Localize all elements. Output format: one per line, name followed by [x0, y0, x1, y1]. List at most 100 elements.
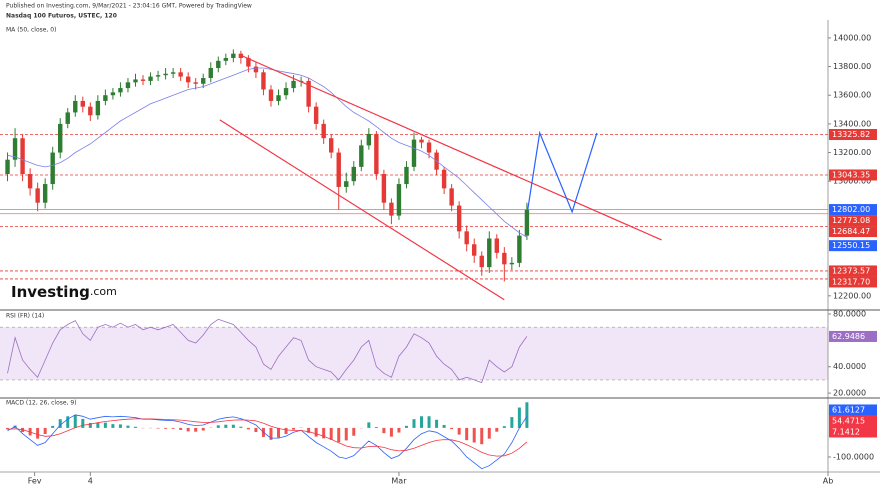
- histogram-bar: [510, 417, 514, 428]
- tag-box: [829, 276, 877, 288]
- candle-body: [118, 88, 123, 93]
- candle-body: [336, 152, 341, 187]
- histogram-bar: [231, 424, 235, 428]
- tag-box: [829, 226, 877, 238]
- histogram-bar: [525, 402, 529, 428]
- histogram-bar: [36, 427, 40, 439]
- price-tag: 61.6127: [829, 404, 877, 416]
- candle-body: [472, 244, 477, 256]
- candle-body: [246, 57, 251, 67]
- candle-body: [110, 92, 116, 96]
- candle-body: [404, 166, 409, 185]
- published-note: Published on Investing.com, 9/Mar/2021 -…: [6, 3, 252, 10]
- trend-drawing: [527, 130, 598, 214]
- histogram-bar: [502, 426, 506, 428]
- histogram-bar: [51, 425, 55, 428]
- candle-body: [359, 145, 364, 167]
- histogram-bar: [307, 427, 311, 433]
- tag-box: [829, 215, 877, 227]
- y-tick-label: 13000.00: [833, 177, 871, 186]
- candle-body: [509, 262, 515, 265]
- histogram-bar: [344, 427, 348, 441]
- price-tag: 12802.00: [829, 204, 877, 216]
- candle-body: [396, 184, 402, 216]
- histogram-bar: [73, 415, 77, 428]
- tag-label: 13043.35: [832, 170, 870, 179]
- candle-body: [201, 78, 206, 84]
- candle-body: [163, 73, 168, 76]
- histogram-bar: [517, 407, 521, 428]
- histogram-bar: [239, 426, 243, 428]
- moving-average: [7, 67, 528, 238]
- trend-drawing: [239, 54, 662, 241]
- tag-box: [829, 404, 877, 416]
- histogram-bar: [427, 416, 431, 428]
- y-tick-label: 13800.00: [833, 62, 871, 71]
- tag-label: 12317.70: [832, 277, 870, 286]
- x-tick-label: Fev: [28, 477, 42, 486]
- tag-label: 12802.00: [832, 205, 870, 214]
- histogram-bar: [179, 427, 183, 430]
- tag-label: 61.6127: [832, 405, 865, 414]
- tag-box: [829, 265, 877, 277]
- tag-label: 12550.15: [832, 241, 870, 250]
- histogram-bar: [126, 425, 130, 428]
- candle-body: [268, 89, 274, 101]
- candle-body: [479, 255, 484, 268]
- tag-label: 12684.47: [832, 227, 870, 236]
- candle-body: [170, 72, 176, 74]
- tag-label: 12373.57: [832, 266, 870, 275]
- histogram-bar: [201, 427, 205, 431]
- histogram-bar: [435, 419, 439, 428]
- candle-body: [50, 152, 55, 185]
- candle-body: [261, 72, 266, 90]
- histogram-bar: [450, 427, 454, 430]
- indicator-label: MACD (12, 26, close, 9): [6, 400, 77, 407]
- candle-body: [426, 142, 432, 153]
- y-tick-label: -100.0000: [833, 453, 874, 462]
- candle-body: [344, 181, 349, 187]
- histogram-bar: [111, 424, 115, 428]
- candle-body: [12, 138, 18, 160]
- histogram-bar: [269, 427, 273, 440]
- candle-body: [411, 139, 417, 167]
- candle-body: [329, 138, 334, 153]
- candle-body: [95, 100, 101, 116]
- candle-body: [140, 79, 146, 81]
- layer: [0, 49, 828, 470]
- candle-body: [155, 75, 161, 77]
- price-tag: 13043.35: [829, 169, 877, 181]
- price-tag: 54.4715: [829, 415, 877, 427]
- candle-body: [321, 123, 326, 139]
- y-tick-label: 14000.00: [833, 33, 871, 42]
- histogram-bar: [382, 427, 386, 434]
- candle-body: [389, 202, 394, 216]
- candle-body: [223, 57, 229, 61]
- histogram-bar: [495, 427, 499, 432]
- histogram-bar: [58, 419, 62, 428]
- histogram-bar: [472, 427, 476, 443]
- histogram-bar: [43, 427, 47, 435]
- price-tag: 62.9486: [829, 330, 877, 342]
- candle-body: [291, 80, 296, 89]
- y-tick-label: 80.0000: [833, 309, 866, 318]
- histogram-bar: [133, 426, 137, 428]
- candle-body: [5, 159, 10, 175]
- y-tick-label: 40.0000: [833, 362, 866, 371]
- tag-label: 12773.08: [832, 216, 870, 225]
- histogram-bar: [465, 427, 469, 441]
- histogram-bar: [277, 427, 281, 438]
- histogram-bar: [6, 427, 10, 430]
- candle-body: [73, 100, 78, 113]
- price-tag: 12373.57: [829, 265, 877, 277]
- candle-body: [494, 238, 499, 253]
- histogram-bar: [81, 418, 85, 428]
- histogram-bar: [216, 425, 220, 428]
- candle-body: [366, 133, 372, 146]
- histogram-bar: [487, 427, 491, 439]
- y-tick-label: 13200.00: [833, 148, 871, 157]
- candle-body: [517, 235, 522, 263]
- macd-line: [7, 414, 528, 470]
- rsi-line: [7, 318, 528, 384]
